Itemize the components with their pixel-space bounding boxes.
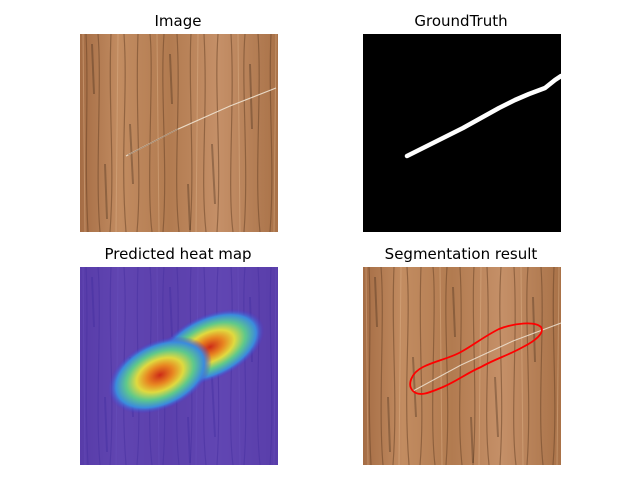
heat-map: [80, 267, 278, 465]
wood-image-panel: [80, 34, 278, 232]
ground-truth-panel: [363, 34, 561, 232]
segmentation-contour: [409, 322, 543, 395]
image-panel-title: Image: [154, 12, 202, 30]
heat-map-panel: [80, 267, 278, 465]
heat-map-panel-title: Predicted heat map: [104, 245, 252, 263]
heat-region: [108, 309, 265, 414]
ground-truth-panel-title: GroundTruth: [414, 12, 508, 30]
ground-truth-mask: [363, 34, 561, 232]
segmentation-panel: [363, 267, 561, 465]
segmentation-image: [363, 267, 561, 465]
crack-mask: [404, 73, 561, 159]
segmentation-panel-title: Segmentation result: [384, 245, 538, 263]
wood-image: [80, 34, 278, 232]
